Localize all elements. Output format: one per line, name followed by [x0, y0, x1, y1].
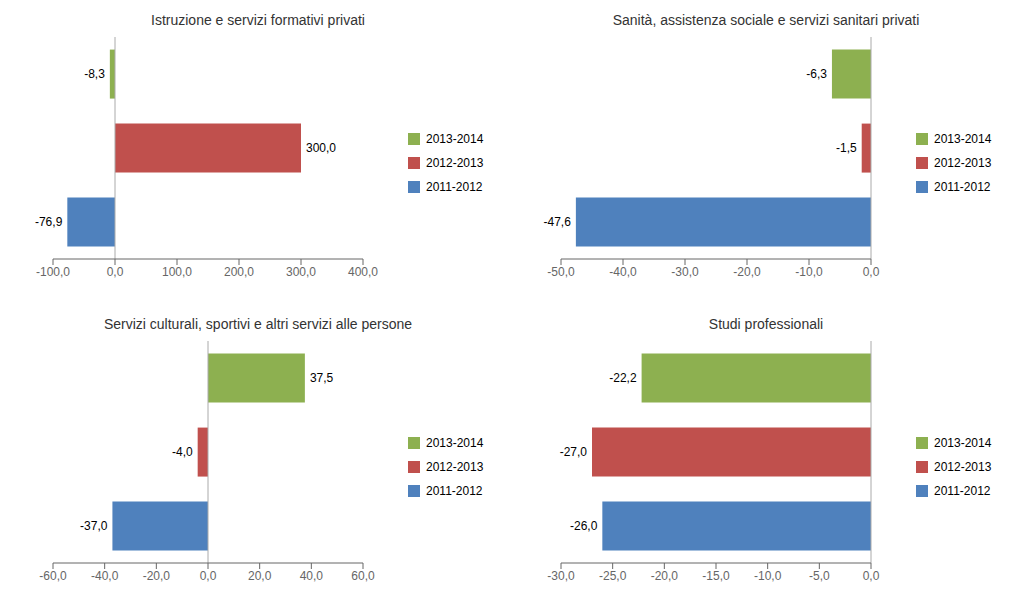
svg-text:0,0: 0,0 — [107, 265, 124, 279]
html-text:Studi professionali: Studi professionali — [708, 315, 824, 332]
html-text:2011-2012: 2011-2012 — [934, 180, 991, 194]
svg-text:-25,0: -25,0 — [599, 568, 627, 582]
svg-text:0,0: 0,0 — [863, 265, 880, 279]
svg-text:-27,0: -27,0 — [560, 445, 588, 459]
svg-text:-10,0: -10,0 — [795, 265, 823, 279]
svg-text:-6,3: -6,3 — [806, 67, 827, 81]
svg-text:200,0: 200,0 — [224, 265, 254, 279]
svg-text:0,0: 0,0 — [863, 568, 880, 582]
html-text:2012-2013: 2012-2013 — [426, 459, 484, 474]
svg-text:300,0: 300,0 — [306, 141, 336, 155]
svg-text:60,0: 60,0 — [351, 568, 375, 582]
svg-text:-30,0: -30,0 — [671, 265, 699, 279]
html-text:Sanità, assistenza sociale e s: Sanità, assistenza sociale e servizi san… — [612, 12, 920, 28]
svg-text:-5,0: -5,0 — [809, 568, 830, 582]
svg-text:-20,0: -20,0 — [651, 568, 679, 582]
svg-text:-20,0: -20,0 — [143, 568, 171, 582]
html-text:2013-2014: 2013-2014 — [426, 435, 484, 450]
svg-text:-47,6: -47,6 — [544, 215, 572, 229]
svg-text:-60,0: -60,0 — [39, 568, 67, 582]
svg-text:20,0: 20,0 — [248, 568, 272, 582]
svg-text:-100,0: -100,0 — [36, 265, 70, 279]
svg-text:-1,5: -1,5 — [836, 141, 857, 155]
svg-text:-22,2: -22,2 — [609, 371, 637, 385]
svg-text:-76,9: -76,9 — [35, 215, 63, 229]
html-text:Istruzione e servizi formativi: Istruzione e servizi formativi privati — [151, 12, 365, 28]
svg-text:-20,0: -20,0 — [733, 265, 761, 279]
html-text:Servizi culturali, sportivi e: Servizi culturali, sportivi e altri serv… — [103, 315, 412, 332]
svg-text:-50,0: -50,0 — [547, 265, 575, 279]
svg-text:40,0: 40,0 — [300, 568, 324, 582]
svg-text:-40,0: -40,0 — [91, 568, 119, 582]
html-text:2011-2012: 2011-2012 — [934, 483, 991, 498]
svg-text:300,0: 300,0 — [286, 265, 316, 279]
svg-text:-30,0: -30,0 — [547, 568, 575, 582]
html-text:2013-2014: 2013-2014 — [934, 132, 992, 146]
svg-text:-26,0: -26,0 — [570, 519, 598, 533]
html-text:2012-2013: 2012-2013 — [934, 459, 992, 474]
svg-text:-40,0: -40,0 — [609, 265, 637, 279]
svg-text:-4,0: -4,0 — [172, 445, 193, 459]
html-text:2011-2012: 2011-2012 — [426, 483, 483, 498]
svg-text:-10,0: -10,0 — [754, 568, 782, 582]
svg-text:-8,3: -8,3 — [84, 67, 105, 81]
svg-text:-37,0: -37,0 — [80, 519, 108, 533]
svg-text:37,5: 37,5 — [310, 371, 334, 385]
html-text:2013-2014: 2013-2014 — [426, 132, 484, 146]
svg-text:400,0: 400,0 — [348, 265, 378, 279]
html-text:2012-2013: 2012-2013 — [934, 156, 992, 170]
svg-text:100,0: 100,0 — [162, 265, 192, 279]
svg-text:0,0: 0,0 — [200, 568, 217, 582]
html-text:2011-2012: 2011-2012 — [426, 180, 483, 194]
html-text:2013-2014: 2013-2014 — [934, 435, 992, 450]
html-text:2012-2013: 2012-2013 — [426, 156, 484, 170]
svg-text:-15,0: -15,0 — [702, 568, 730, 582]
